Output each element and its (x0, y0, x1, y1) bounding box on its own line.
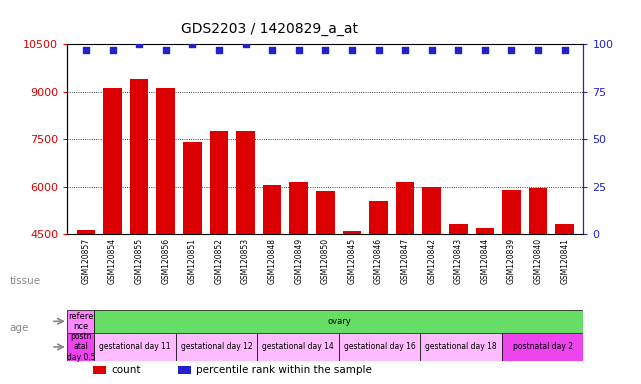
Bar (236, 131, 255, 376)
Bar (420, 333, 502, 361)
Text: gestational day 18: gestational day 18 (425, 343, 497, 351)
Text: GSM120850: GSM120850 (320, 238, 330, 284)
Bar (289, 182, 308, 376)
Text: gestational day 11: gestational day 11 (99, 343, 171, 351)
Bar (502, 333, 583, 361)
Bar (178, 366, 191, 374)
Text: GSM120843: GSM120843 (454, 238, 463, 284)
Point (479, 47, 490, 53)
Point (533, 47, 543, 53)
Text: age: age (10, 323, 29, 333)
Text: refere
nce: refere nce (68, 311, 94, 331)
Bar (183, 142, 202, 376)
Text: gestational day 14: gestational day 14 (262, 343, 334, 351)
Text: gestational day 16: gestational day 16 (344, 343, 415, 351)
Text: GSM120851: GSM120851 (188, 238, 197, 284)
Text: percentile rank within the sample: percentile rank within the sample (196, 365, 372, 375)
Point (347, 47, 357, 53)
Text: ovary: ovary (327, 317, 351, 326)
Text: GSM120845: GSM120845 (347, 238, 356, 284)
Text: GSM120857: GSM120857 (81, 238, 90, 284)
Bar (130, 79, 149, 376)
Point (214, 47, 224, 53)
Bar (339, 333, 420, 361)
Text: count: count (111, 365, 140, 375)
Bar (67, 333, 94, 361)
Text: GSM120840: GSM120840 (533, 238, 542, 284)
Text: GSM120842: GSM120842 (427, 238, 436, 284)
Text: GSM120841: GSM120841 (560, 238, 569, 284)
Point (400, 47, 410, 53)
Point (294, 47, 304, 53)
Bar (77, 230, 96, 376)
Bar (93, 366, 106, 374)
Bar (316, 191, 335, 376)
Point (453, 47, 463, 53)
Point (560, 47, 570, 53)
Bar (449, 225, 467, 376)
Text: GSM120855: GSM120855 (135, 238, 144, 284)
Point (161, 47, 171, 53)
Point (267, 47, 278, 53)
Text: GSM120848: GSM120848 (267, 238, 277, 284)
Text: GSM120844: GSM120844 (480, 238, 489, 284)
Point (134, 41, 144, 47)
Text: GSM120856: GSM120856 (162, 238, 171, 284)
Point (108, 47, 118, 53)
Bar (176, 333, 258, 361)
Bar (263, 185, 281, 376)
Text: GSM120846: GSM120846 (374, 238, 383, 284)
Text: postn
atal
day 0.5: postn atal day 0.5 (67, 332, 96, 362)
Bar (342, 232, 362, 376)
Bar (555, 225, 574, 376)
Bar (476, 228, 494, 376)
Point (187, 41, 197, 47)
Text: GSM120854: GSM120854 (108, 238, 117, 284)
Bar (94, 333, 176, 361)
Point (373, 47, 383, 53)
Text: postnatal day 2: postnatal day 2 (513, 343, 572, 351)
Point (81, 47, 91, 53)
Text: GSM120839: GSM120839 (507, 238, 516, 284)
Bar (210, 131, 228, 376)
Text: GSM120853: GSM120853 (241, 238, 250, 284)
Bar (258, 333, 339, 361)
Point (426, 47, 437, 53)
Text: gestational day 12: gestational day 12 (181, 343, 253, 351)
Text: GDS2203 / 1420829_a_at: GDS2203 / 1420829_a_at (181, 23, 358, 36)
Bar (529, 188, 547, 376)
Text: GSM120852: GSM120852 (215, 238, 224, 284)
Point (506, 47, 517, 53)
Text: tissue: tissue (10, 276, 41, 286)
Bar (67, 310, 94, 333)
Bar (422, 187, 441, 376)
Text: GSM120847: GSM120847 (401, 238, 410, 284)
Bar (369, 201, 388, 376)
Text: GSM120849: GSM120849 (294, 238, 303, 284)
Point (320, 47, 331, 53)
Bar (502, 190, 520, 376)
Bar (395, 182, 415, 376)
Point (240, 41, 251, 47)
Bar (156, 88, 175, 376)
Bar (103, 88, 122, 376)
